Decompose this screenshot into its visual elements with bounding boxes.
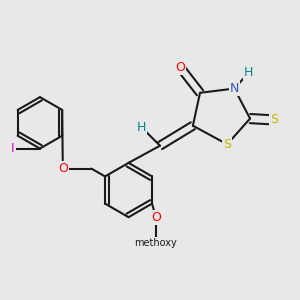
Text: H: H bbox=[244, 66, 253, 79]
Text: H: H bbox=[137, 121, 146, 134]
Text: methoxy: methoxy bbox=[134, 238, 177, 248]
Text: O: O bbox=[58, 162, 68, 175]
Text: O: O bbox=[151, 211, 161, 224]
Text: N: N bbox=[230, 82, 239, 95]
Text: S: S bbox=[270, 113, 278, 127]
Text: I: I bbox=[11, 142, 15, 155]
Text: S: S bbox=[223, 138, 231, 151]
Text: O: O bbox=[175, 61, 185, 74]
